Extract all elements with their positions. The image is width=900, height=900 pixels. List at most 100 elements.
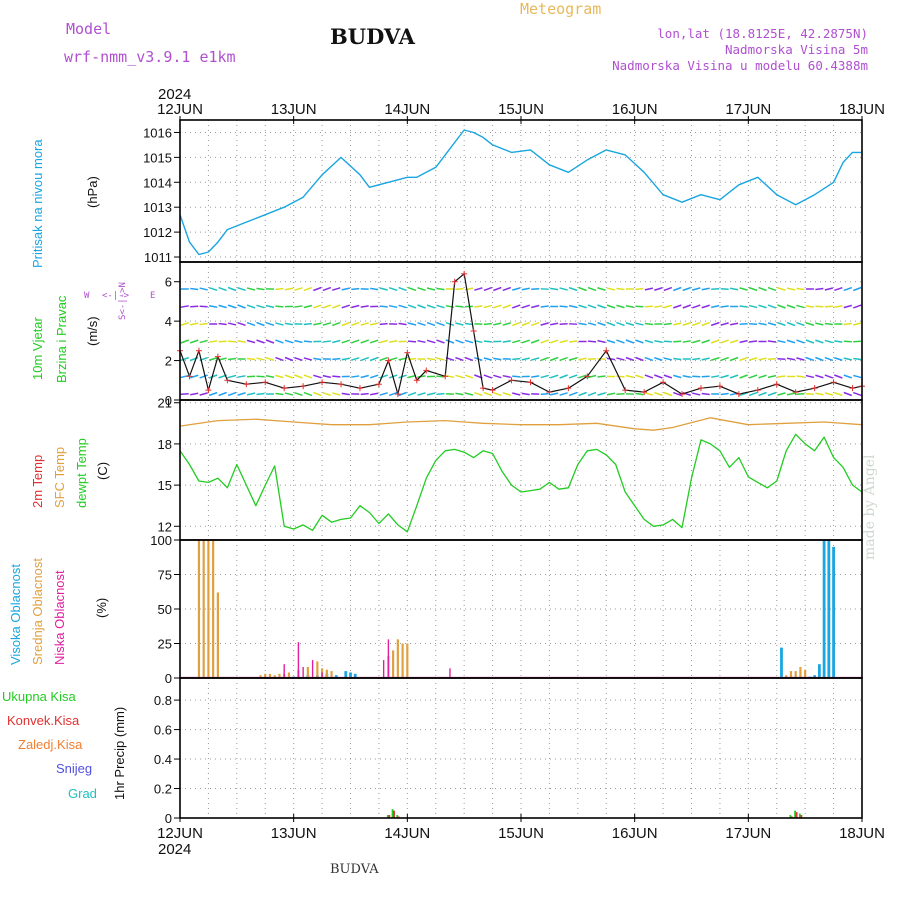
wind-arrow — [436, 339, 445, 344]
wind-arrow — [521, 339, 530, 344]
wind-arrow — [436, 287, 445, 291]
wind-arrow — [796, 287, 805, 291]
wind-arrow — [351, 375, 360, 378]
precip-tick-label: 0.2 — [154, 782, 172, 797]
page-title: BUDVA — [330, 24, 415, 49]
wind-arrow — [635, 392, 644, 396]
wind-arrow — [464, 392, 474, 396]
wind-arrow — [597, 304, 606, 309]
wind-arrow — [256, 321, 265, 327]
wind-arrow — [616, 321, 625, 327]
wind-arrow — [502, 374, 511, 379]
wind-arrow — [502, 304, 512, 309]
wind-arrow — [729, 287, 739, 291]
wind-arrow — [303, 322, 312, 326]
total-precip-bar — [391, 809, 394, 818]
wind-arrow — [843, 286, 853, 292]
wind-arrow — [834, 340, 843, 343]
wind-arrow — [388, 357, 398, 361]
wind-arrow — [199, 305, 208, 308]
wind-arrow — [436, 304, 445, 309]
wind-arrow — [720, 322, 729, 326]
wind-arrow — [692, 375, 701, 378]
mid-cloud-bar — [202, 540, 205, 678]
wind-arrow — [294, 392, 303, 396]
wind-arrow — [663, 286, 673, 292]
wind-arrow — [796, 321, 805, 327]
wind-arrow — [512, 321, 521, 327]
pressure-tick-label: 1016 — [143, 125, 172, 140]
wind-arrow — [275, 339, 284, 344]
wind-arrow — [815, 322, 824, 326]
wind-arrow — [758, 357, 767, 361]
wind-arrow — [493, 374, 502, 379]
wind-arrow — [578, 304, 587, 309]
wind-arrow — [379, 392, 388, 396]
wind-arrow — [483, 357, 493, 361]
wind-arrow — [332, 357, 341, 361]
wind-arrow — [265, 339, 275, 344]
wind-arrow — [843, 304, 852, 309]
wind-arrow — [777, 304, 786, 309]
conv-precip-bar — [795, 812, 798, 818]
wind-arrow — [720, 305, 729, 308]
wind-arrow — [720, 356, 729, 362]
wind-arrow — [351, 357, 360, 361]
total-precip-bar — [798, 813, 801, 818]
wind-arrow — [493, 357, 502, 361]
cloud-tick-label: 100 — [150, 533, 172, 548]
wind-arrow — [455, 322, 464, 326]
wind-arrow — [843, 391, 853, 397]
mid-cloud-bar — [401, 643, 404, 678]
wind-arrow — [237, 286, 246, 292]
mid-cloud-bar — [287, 672, 291, 678]
wind-arrow — [360, 356, 369, 362]
wind-arrow — [834, 286, 843, 292]
wind-arrow — [180, 322, 189, 326]
high-cloud-bar — [817, 664, 821, 678]
wind-arrow — [748, 391, 758, 397]
wind-arrow — [275, 287, 284, 291]
wind-arrow — [322, 286, 332, 292]
wind-arrow — [483, 322, 492, 326]
mid-cloud-bar — [325, 669, 328, 678]
wind-arrow — [407, 391, 417, 397]
wind-arrow — [208, 287, 218, 291]
wind-arrow — [578, 391, 587, 397]
wind-arrow — [275, 322, 284, 326]
wind-arrow — [398, 304, 407, 309]
wind-arrow — [512, 339, 521, 344]
wind-arrow — [767, 374, 777, 379]
wind-tick-label: 6 — [165, 275, 172, 290]
cloud-tick-label: 75 — [158, 568, 172, 583]
wind-arrow — [758, 374, 767, 379]
mid-cloud-bar — [785, 675, 788, 678]
wind-arrow — [644, 339, 654, 344]
wind-arrow — [341, 321, 351, 327]
wind-arrow — [834, 304, 843, 309]
wind-arrow — [824, 392, 834, 396]
wind-arrow — [512, 304, 521, 309]
low-cloud-bar — [302, 666, 304, 678]
wind-arrow — [853, 286, 862, 292]
wind-arrow — [341, 304, 351, 309]
wind-arrow — [493, 304, 502, 309]
wind-arrow — [853, 374, 862, 379]
wind-arrow — [635, 339, 644, 344]
wind-side-label-1: 10m Vjetar — [30, 316, 45, 380]
wind-tick-label: 2 — [165, 354, 172, 369]
wind-arrow — [796, 375, 805, 378]
wind-arrow — [455, 374, 464, 379]
wind-arrow — [587, 357, 597, 361]
wind-arrow — [313, 357, 322, 361]
wind-arrow — [758, 322, 767, 326]
wind-arrow — [284, 322, 294, 326]
wind-arrow — [464, 374, 474, 379]
high-cloud-bar — [822, 540, 826, 678]
wind-arrow — [294, 356, 303, 362]
wind-arrow — [710, 321, 720, 327]
wind-arrow — [540, 392, 549, 396]
wind-arrow — [455, 356, 464, 362]
wind-arrow — [597, 375, 606, 378]
wind-arrow — [578, 322, 587, 326]
